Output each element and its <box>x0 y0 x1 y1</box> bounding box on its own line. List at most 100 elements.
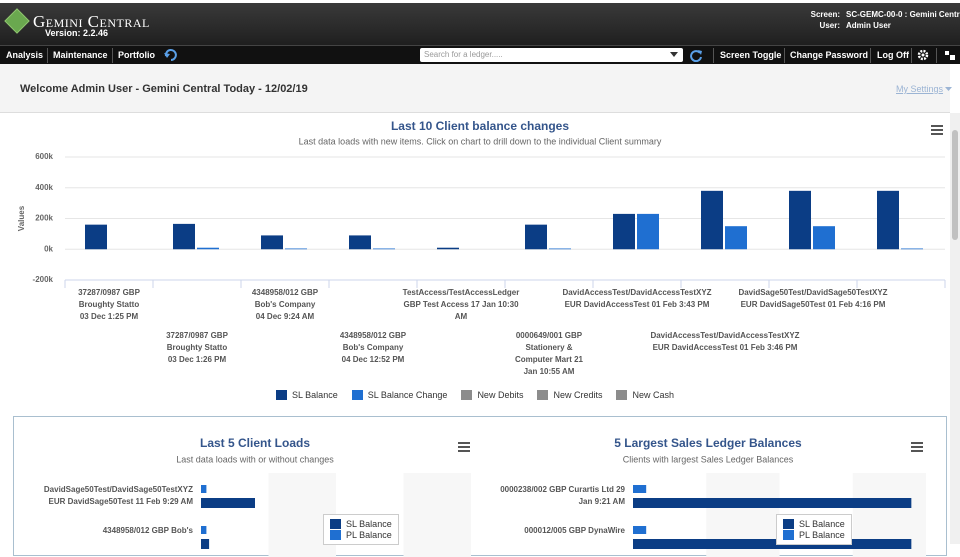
bar <box>437 247 459 250</box>
nav-action[interactable]: Change Password <box>790 50 869 60</box>
nav-item[interactable]: Maintenance <box>53 50 108 60</box>
dropdown-arrow[interactable] <box>945 87 952 92</box>
chart-panel: Last 10 Client balance changes Last data … <box>0 113 950 413</box>
nav-action[interactable]: Log Off <box>877 50 909 60</box>
bar <box>525 224 547 250</box>
bar <box>197 247 219 250</box>
chart-title: Last 5 Client Loads <box>200 436 310 450</box>
chart-menu[interactable] <box>911 442 923 452</box>
bar <box>201 485 207 493</box>
legend-item[interactable]: SL Balance <box>783 519 845 529</box>
legend-swatch <box>616 390 628 400</box>
refresh-icon[interactable] <box>689 48 703 62</box>
chart-svg: Last 10 Client balance changes Last data … <box>17 119 946 288</box>
legend-label: New Debits <box>477 390 524 400</box>
legend-swatch <box>461 390 473 400</box>
legend-item[interactable]: PL Balance <box>330 530 392 540</box>
separator <box>784 48 785 63</box>
scrollbar-thumb[interactable] <box>952 130 958 240</box>
separator <box>870 48 871 63</box>
chart-subtitle: Last data loads with new items. Click on… <box>299 136 662 146</box>
logo-icon <box>4 8 30 34</box>
legend-swatch <box>330 530 341 540</box>
legend-swatch <box>351 390 363 400</box>
y-tick-label: 400k <box>35 183 53 192</box>
bar <box>201 498 255 508</box>
x-tick-label: DavidAccessTest/DavidAccessTestXYZ EUR D… <box>562 288 712 309</box>
chart-menu[interactable] <box>458 442 470 452</box>
welcome-bar: Welcome Admin User - Gemini Central Toda… <box>0 64 952 113</box>
y-tick-label: 200k <box>35 214 53 223</box>
y-tick-label: 4348958/012 GBP Bob's <box>102 526 193 535</box>
x-tick-label: TestAccess/TestAccessLedger GBP Test Acc… <box>402 288 520 321</box>
my-settings-link[interactable]: My Settings <box>896 84 944 94</box>
bar <box>633 526 647 534</box>
nav-item[interactable]: Analysis <box>6 50 44 60</box>
legend-item[interactable]: New Debits <box>461 390 523 400</box>
legend-swatch <box>783 519 794 529</box>
legend-swatch <box>537 390 549 400</box>
chart-subtitle: Clients with largest Sales Ledger Balanc… <box>623 454 794 464</box>
legend-item[interactable]: PL Balance <box>783 530 845 540</box>
legend-item[interactable]: SL Balance Change <box>351 390 448 400</box>
legend-label: New Credits <box>553 390 603 400</box>
settings-icon[interactable] <box>917 49 929 61</box>
dropdown-arrow[interactable] <box>670 52 678 58</box>
nav-item[interactable]: Portfolio <box>118 50 155 60</box>
legend-label: SL Balance Change <box>367 390 448 400</box>
bar <box>789 190 811 250</box>
legend-item[interactable]: SL Balance <box>276 390 338 400</box>
brand: Gemini Central <box>33 12 150 31</box>
bar <box>285 248 307 250</box>
x-tick-label: 37287/0987 GBP Broughty Statto 03 Dec 1:… <box>166 331 228 364</box>
separator <box>713 48 714 63</box>
bar <box>813 226 835 250</box>
user-label: User: <box>819 21 840 30</box>
nav-bar: Analysis Maintenance Portfolio Search fo… <box>0 45 960 64</box>
user-value: Admin User <box>846 21 891 30</box>
x-tick-label: DavidSage50Test/DavidSage50TestXYZ EUR D… <box>738 288 888 309</box>
legend-label: PL Balance <box>799 530 845 540</box>
bar <box>877 190 899 250</box>
undo-icon[interactable] <box>163 48 177 62</box>
bar <box>637 213 659 250</box>
bar <box>373 248 395 250</box>
bar <box>201 539 210 549</box>
nav-action[interactable]: Screen Toggle <box>720 50 782 60</box>
y-tick-label: -200k <box>33 275 54 284</box>
legend: SL Balance SL Balance Change New Debits New… <box>0 390 950 400</box>
legend-swatch <box>330 519 341 529</box>
search-input[interactable]: Search for a ledger..... <box>420 48 683 62</box>
chart-title: Last 10 Client balance changes <box>391 119 569 133</box>
legend-label: SL Balance <box>346 519 392 529</box>
chart-title: 5 Largest Sales Ledger Balances <box>614 436 802 450</box>
legend-label: SL Balance <box>292 390 338 400</box>
x-tick-label: 4348958/012 GBP Bob's Company 04 Dec 9:2… <box>251 288 319 321</box>
legend-label: PL Balance <box>346 530 392 540</box>
separator <box>47 48 48 63</box>
y-tick-label: 600k <box>35 152 53 161</box>
y-axis-label: Values <box>17 205 26 231</box>
bar <box>633 498 912 508</box>
chart-menu[interactable] <box>931 125 943 135</box>
chart-panel: Last 5 Client Loads Last data loads with … <box>14 417 474 557</box>
x-tick-label: 0000649/001 GBP Stationery & Computer Ma… <box>514 331 583 376</box>
tools-icon[interactable] <box>944 49 956 61</box>
y-tick-label: DavidSage50Test/DavidSage50TestXYZ EUR D… <box>43 485 193 506</box>
legend-item[interactable]: New Credits <box>537 390 602 400</box>
legend: SL Balance PL Balance <box>323 514 399 545</box>
separator <box>936 48 937 63</box>
bar <box>701 190 723 250</box>
header: Gemini Central Version: 2.2.46 Screen: S… <box>0 3 960 45</box>
bar <box>85 224 107 250</box>
bar <box>633 539 912 549</box>
x-tick-label: DavidAccessTest/DavidAccessTestXYZ EUR D… <box>650 331 800 352</box>
welcome-text: Welcome Admin User - Gemini Central Toda… <box>20 83 308 95</box>
bar <box>261 235 283 250</box>
legend-item[interactable]: New Cash <box>616 390 674 400</box>
legend: SL Balance PL Balance <box>776 514 852 545</box>
scrollbar <box>950 113 960 544</box>
chart-panel: 5 Largest Sales Ledger Balances Clients w… <box>474 417 946 557</box>
legend-item[interactable]: SL Balance <box>330 519 392 529</box>
version: Version: 2.2.46 <box>45 28 109 38</box>
